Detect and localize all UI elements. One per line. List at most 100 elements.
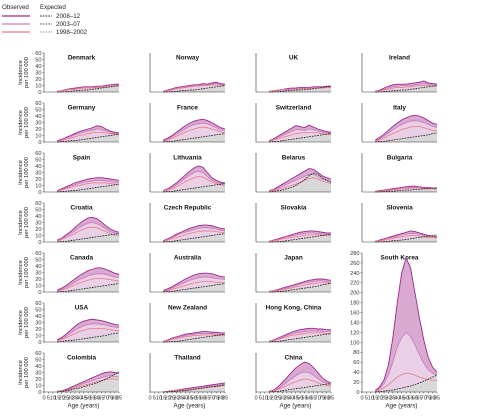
observed-line-2008-12: [375, 80, 438, 92]
observed-line-2008-12: [57, 177, 120, 192]
expected-line: [375, 187, 437, 193]
panel-title: New Zealand: [168, 305, 207, 312]
panel-title: Japan: [284, 255, 303, 262]
y-tick-label: 0: [356, 390, 359, 396]
y-tick-label: 40: [35, 64, 41, 70]
expected-area: [163, 334, 225, 342]
x-tick-label: 85: [328, 396, 334, 402]
y-axis-label: Incidenceper 100 000: [18, 57, 30, 88]
x-tick-label: 35: [178, 396, 184, 402]
y-tick-label: 10: [35, 383, 41, 389]
y-tick-label: 20: [35, 177, 41, 183]
x-tick-label: 80: [323, 396, 329, 402]
x-axis-label: Age (years): [386, 403, 418, 410]
y-tick-label: 0: [38, 90, 41, 96]
observed-line-1998-2002: [269, 282, 332, 292]
y-tick-label: 0: [38, 290, 41, 296]
y-tick-label: 160: [350, 310, 359, 316]
expected-line: [375, 85, 438, 93]
observed-line-2008-12: [375, 185, 437, 192]
panel-title: Lithuania: [173, 155, 202, 162]
observed-line-2003-07: [375, 233, 438, 242]
y-tick-label: 20: [35, 327, 41, 333]
expected-area: [375, 85, 437, 92]
expected-area: [57, 233, 119, 242]
y-tick-label: 280: [350, 251, 359, 257]
y-tick-label: 0: [38, 140, 41, 146]
observed-line-1998-2002: [163, 126, 226, 142]
x-tick-label: 50: [85, 396, 91, 402]
panel-3: Ireland: [361, 53, 438, 93]
y-tick-label: 260: [350, 261, 359, 267]
x-tick-label: 20: [377, 396, 383, 402]
y-tick-label: 140: [350, 320, 359, 326]
expected-line: [57, 283, 120, 293]
observed-line-2003-07: [57, 179, 120, 192]
panel-title: Slovakia: [281, 205, 307, 212]
observed-line-2008-12: [269, 361, 332, 392]
y-tick-label: 100: [350, 340, 359, 346]
x-tick-label: 0: [42, 396, 45, 402]
y-tick-label: 30: [35, 320, 41, 326]
x-axis-label: Age (years): [174, 403, 206, 410]
y-tick-label: 50: [35, 307, 41, 313]
legend-period-1: 2008–12: [56, 13, 81, 20]
observed-line-1998-2002: [375, 372, 438, 392]
observed-line-1998-2002: [57, 131, 120, 142]
x-tick-label: 5: [259, 396, 262, 402]
panel-title: Croatia: [70, 205, 92, 212]
observed-line-2008-12: [269, 230, 331, 242]
expected-line: [163, 333, 226, 343]
y-tick-label: 40: [35, 264, 41, 270]
observed-line-2003-07: [57, 273, 120, 292]
x-tick-label: 10: [50, 396, 56, 402]
observed-line-2003-07: [163, 227, 226, 242]
x-tick-label: 85: [222, 396, 228, 402]
y-tick-label: 40: [35, 114, 41, 120]
expected-line: [163, 85, 226, 93]
observed-line-1998-2002: [375, 85, 437, 92]
y-tick-label: 10: [35, 333, 41, 339]
x-tick-label: 30: [67, 396, 73, 402]
observed-line-2003-07: [375, 331, 438, 392]
observed-line-2003-07: [163, 122, 226, 142]
y-tick-label: 60: [35, 51, 41, 57]
x-tick-label: 15: [266, 396, 272, 402]
x-tick-label: 0: [148, 396, 151, 402]
panel-7: Italy: [361, 103, 438, 143]
observed-line-2003-07: [375, 83, 438, 92]
expected-line: [57, 233, 120, 243]
y-tick-label: 240: [350, 271, 359, 277]
panel-17: Australia: [149, 253, 226, 293]
y-tick-label: 20: [35, 77, 41, 83]
x-tick-label: 10: [368, 396, 374, 402]
expected-line: [163, 133, 226, 143]
observed-line-2003-07: [163, 83, 226, 92]
expected-area: [269, 173, 331, 192]
expected-area: [269, 282, 331, 292]
y-tick-label: 50: [35, 157, 41, 163]
panel-title: USA: [75, 305, 89, 312]
expected-line: [163, 283, 226, 293]
observed-line-2003-07: [269, 174, 332, 192]
y-axis-label: Incidenceper 100 000: [18, 257, 30, 288]
x-tick-label: 55: [195, 396, 201, 402]
observed-line-1998-2002: [269, 87, 331, 92]
x-tick-label: 80: [429, 396, 435, 402]
observed-line-2008-12: [375, 230, 438, 242]
panel-title: South Korea: [381, 255, 419, 262]
expected-line: [57, 133, 120, 143]
x-axis-label: Age (years): [280, 403, 312, 410]
expected-line: [269, 282, 332, 293]
observed-line-1998-2002: [269, 234, 332, 242]
x-tick-label: 75: [213, 396, 219, 402]
x-tick-label: 60: [94, 396, 100, 402]
x-tick-label: 25: [275, 396, 281, 402]
x-tick-label: 20: [271, 396, 277, 402]
observed-line-1998-2002: [163, 84, 226, 92]
x-tick-label: 70: [209, 396, 215, 402]
observed-line-2008-12: [57, 267, 120, 291]
observed-line-2003-07: [163, 170, 226, 192]
